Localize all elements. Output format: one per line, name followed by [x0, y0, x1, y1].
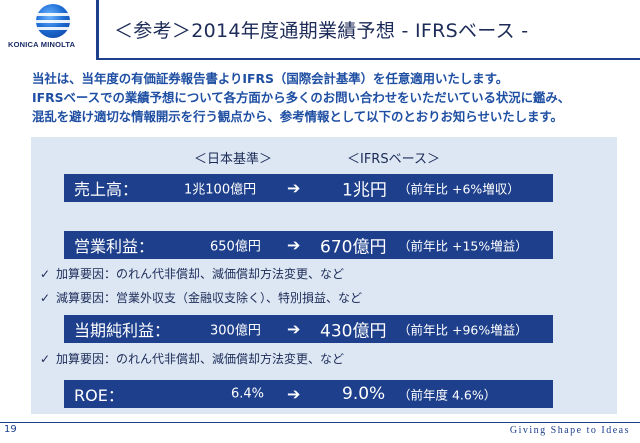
check-text: 加算要因：のれん代非償却、減価償却方法変更、など [56, 267, 345, 281]
arrow-icon: ➔ [287, 319, 301, 339]
arrow-icon: ➔ [287, 235, 301, 255]
row-label: 売上高： [74, 180, 139, 199]
header-divider [96, 58, 640, 60]
page-number: 19 [4, 424, 17, 435]
ifrs-value: 670億円 [320, 237, 387, 258]
check-text: 減算要因：営業外収支（金融収支除く）、特別損益、など [56, 291, 363, 305]
yoy-note: （前年比 +6%増収） [398, 181, 520, 197]
header-vertical-rule [96, 0, 99, 60]
arrow-icon: ➔ [287, 178, 301, 198]
ifrs-value: 9.0% [342, 384, 386, 404]
arrow-icon: ➔ [287, 384, 301, 404]
footer-divider [0, 422, 640, 423]
konica-minolta-logo: KONICA MINOLTA [8, 2, 96, 54]
row-roe: ROE： 6.4% ➔ 9.0% （前年度 4.6%） [64, 380, 553, 408]
globe-icon [36, 4, 70, 38]
column-header-jgaap: ＜日本基準＞ [194, 152, 273, 167]
check-text: 加算要因：のれん代非償却、減価償却方法変更、など [56, 352, 345, 366]
yoy-note: （前年度 4.6%） [398, 387, 497, 403]
intro-line: IFRSベースでの業績予想について各方面から多くのお問い合わせをいただいている状… [32, 90, 571, 105]
row-label: 当期純利益： [74, 321, 171, 340]
yoy-note: （前年比 +15%増益） [398, 238, 528, 254]
checkmark-icon: ✓ [40, 291, 51, 305]
checklist-item: ✓ 加算要因：のれん代非償却、減価償却方法変更、など [40, 350, 344, 367]
logo-text: KONICA MINOLTA [8, 40, 76, 49]
checklist-item: ✓ 減算要因：営業外収支（金融収支除く）、特別損益、など [40, 289, 362, 306]
jgaap-value: 6.4% [231, 386, 265, 402]
checkmark-icon: ✓ [40, 352, 51, 366]
brand-tagline: Giving Shape to Ideas [509, 425, 630, 436]
ifrs-value: 430億円 [320, 321, 387, 342]
row-label: ROE： [74, 386, 124, 405]
checklist-item: ✓ 加算要因：のれん代非償却、減価償却方法変更、など [40, 265, 344, 282]
jgaap-value: 650億円 [210, 239, 261, 255]
column-header-ifrs: ＜IFRSベース＞ [347, 152, 440, 167]
jgaap-value: 1兆100億円 [184, 182, 257, 198]
row-net-income: 当期純利益： 300億円 ➔ 430億円 （前年比 +96%増益） [64, 315, 553, 343]
page-title: ＜参考＞2014年度通期業績予想 - IFRSベース - [114, 20, 529, 42]
row-label: 営業利益： [74, 237, 155, 256]
row-sales: 売上高： 1兆100億円 ➔ 1兆円 （前年比 +6%増収） [64, 174, 553, 202]
row-operating-income: 営業利益： 650億円 ➔ 670億円 （前年比 +15%増益） [64, 231, 553, 259]
jgaap-value: 300億円 [210, 323, 261, 339]
checkmark-icon: ✓ [40, 267, 51, 281]
intro-line: 混乱を避け適切な情報開示を行う観点から、参考情報として以下のとおりお知らせいたし… [32, 109, 563, 124]
slide-header: KONICA MINOLTA ＜参考＞2014年度通期業績予想 - IFRSベー… [0, 0, 640, 60]
intro-paragraph: 当社は、当年度の有価証券報告書よりIFRS（国際会計基準）を任意適用いたします。… [32, 69, 628, 126]
yoy-note: （前年比 +96%増益） [398, 322, 528, 338]
intro-line: 当社は、当年度の有価証券報告書よりIFRS（国際会計基準）を任意適用いたします。 [32, 71, 509, 86]
ifrs-value: 1兆円 [342, 180, 387, 201]
